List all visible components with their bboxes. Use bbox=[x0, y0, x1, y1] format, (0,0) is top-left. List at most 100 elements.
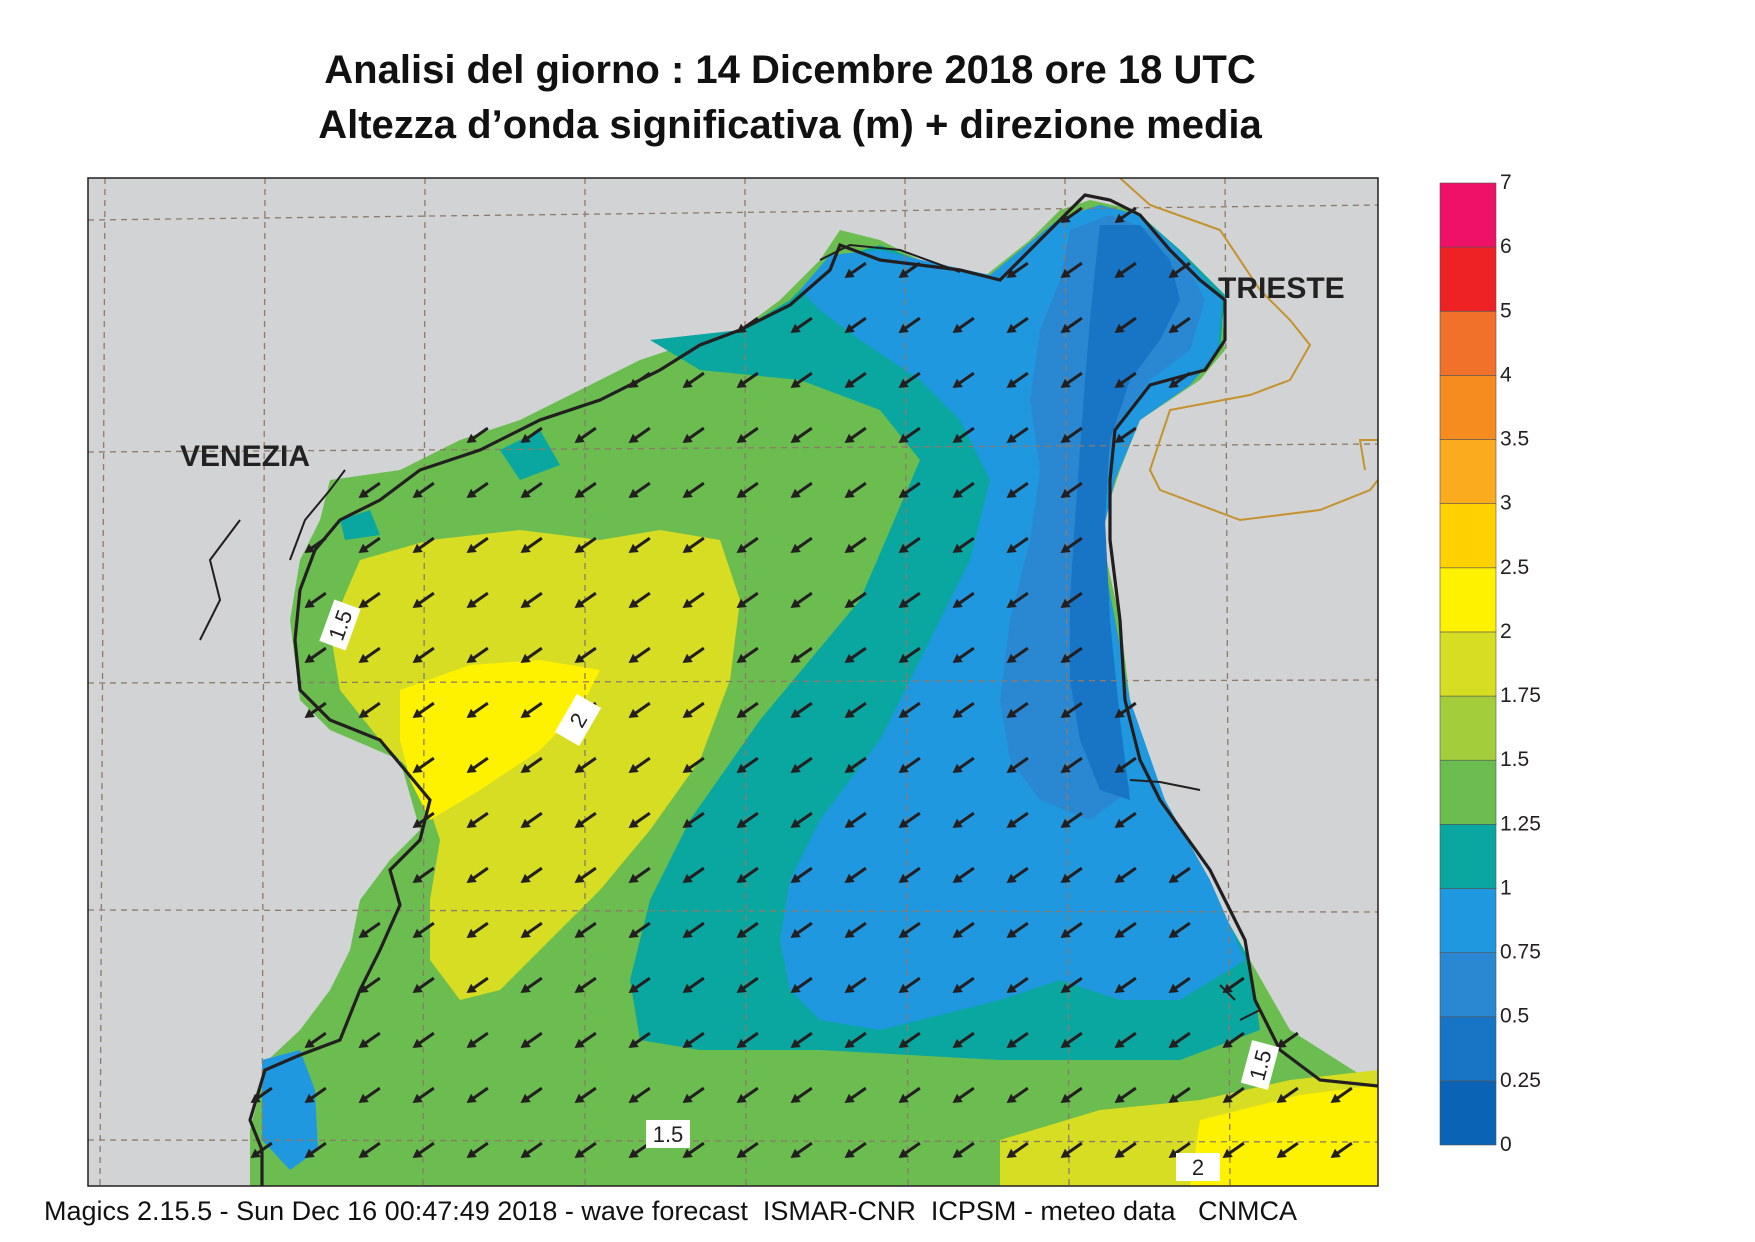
direction-arrow bbox=[520, 811, 543, 829]
legend-color-boxes bbox=[1439, 182, 1497, 1146]
legend-label-0: 0 bbox=[1500, 1133, 1512, 1156]
contour-band-2-25-southeast bbox=[1190, 1085, 1378, 1186]
direction-arrow bbox=[574, 921, 597, 939]
direction-arrow bbox=[1006, 976, 1029, 994]
direction-arrow bbox=[1006, 261, 1029, 279]
direction-arrow bbox=[1330, 1086, 1353, 1104]
direction-arrow bbox=[1114, 426, 1137, 444]
direction-arrow bbox=[412, 756, 435, 774]
map-title-line2: Altezza d’onda significativa (m) + direz… bbox=[318, 103, 1262, 147]
direction-arrow bbox=[844, 1086, 867, 1104]
direction-arrow bbox=[1276, 1141, 1299, 1159]
direction-arrow bbox=[1006, 756, 1029, 774]
direction-arrow bbox=[1006, 1086, 1029, 1104]
direction-arrow bbox=[952, 921, 975, 939]
direction-arrow bbox=[682, 1141, 705, 1159]
direction-arrow bbox=[304, 1086, 327, 1104]
contour-band-05-075 bbox=[1000, 215, 1205, 820]
direction-arrow bbox=[412, 1141, 435, 1159]
contour-band-2-25 bbox=[400, 660, 600, 820]
direction-arrow bbox=[574, 646, 597, 664]
direction-arrow bbox=[1114, 261, 1137, 279]
direction-arrow bbox=[1168, 921, 1191, 939]
direction-arrow bbox=[628, 921, 651, 939]
direction-arrow bbox=[952, 316, 975, 334]
contour-labels: 1.521.51.52 bbox=[319, 599, 1280, 1181]
direction-arrow bbox=[466, 1141, 489, 1159]
direction-arrow bbox=[790, 536, 813, 554]
direction-arrow bbox=[898, 976, 921, 994]
direction-arrow bbox=[520, 536, 543, 554]
direction-arrow bbox=[844, 536, 867, 554]
direction-arrow bbox=[898, 426, 921, 444]
direction-arrow bbox=[1168, 371, 1191, 389]
direction-arrow bbox=[682, 646, 705, 664]
direction-arrow bbox=[952, 371, 975, 389]
direction-arrow bbox=[1276, 1086, 1299, 1104]
direction-arrow bbox=[790, 866, 813, 884]
direction-arrow bbox=[844, 591, 867, 609]
direction-arrow bbox=[412, 1086, 435, 1104]
direction-arrow bbox=[304, 536, 327, 554]
direction-arrow bbox=[1060, 1031, 1083, 1049]
legend-box-8 bbox=[1439, 567, 1497, 633]
direction-arrow bbox=[736, 1031, 759, 1049]
national-border bbox=[1119, 178, 1378, 522]
direction-arrow bbox=[520, 1086, 543, 1104]
direction-arrow bbox=[466, 921, 489, 939]
direction-arrow bbox=[898, 866, 921, 884]
legend-label-8: 2 bbox=[1500, 620, 1512, 643]
direction-arrow bbox=[1114, 866, 1137, 884]
direction-arrow bbox=[1060, 701, 1083, 719]
direction-arrow bbox=[628, 646, 651, 664]
legend-box-12 bbox=[1439, 310, 1497, 376]
direction-arrow bbox=[1006, 1141, 1029, 1159]
direction-arrow bbox=[736, 481, 759, 499]
legend-label-4: 1 bbox=[1500, 876, 1512, 899]
direction-arrow bbox=[682, 591, 705, 609]
direction-arrow bbox=[1060, 811, 1083, 829]
direction-arrow bbox=[304, 701, 327, 719]
direction-arrow bbox=[1060, 426, 1083, 444]
direction-arrow bbox=[736, 316, 759, 334]
direction-arrow bbox=[844, 1031, 867, 1049]
direction-arrow bbox=[412, 481, 435, 499]
legend-label-3: 0.75 bbox=[1500, 941, 1541, 964]
direction-arrow bbox=[1060, 866, 1083, 884]
direction-arrow bbox=[1060, 591, 1083, 609]
direction-arrow bbox=[1006, 646, 1029, 664]
direction-arrow bbox=[682, 1031, 705, 1049]
direction-arrow bbox=[358, 921, 381, 939]
direction-arrow bbox=[898, 591, 921, 609]
direction-arrow bbox=[682, 426, 705, 444]
svg-text:2: 2 bbox=[1192, 1155, 1204, 1180]
direction-arrow bbox=[466, 481, 489, 499]
direction-arrow bbox=[898, 921, 921, 939]
direction-arrow bbox=[574, 976, 597, 994]
direction-arrow bbox=[1222, 1031, 1245, 1049]
direction-arrow bbox=[628, 536, 651, 554]
direction-arrow bbox=[682, 371, 705, 389]
direction-arrow bbox=[520, 646, 543, 664]
direction-arrow bbox=[628, 1086, 651, 1104]
direction-arrow bbox=[736, 756, 759, 774]
legend-label-11: 3.5 bbox=[1500, 428, 1529, 451]
direction-arrow bbox=[628, 1031, 651, 1049]
direction-arrow bbox=[574, 1086, 597, 1104]
direction-arrow bbox=[304, 591, 327, 609]
contour-label-2: 1.5 bbox=[646, 1120, 690, 1148]
direction-arrow bbox=[790, 316, 813, 334]
legend-box-7 bbox=[1439, 631, 1497, 697]
direction-arrow bbox=[736, 976, 759, 994]
direction-arrow bbox=[1006, 316, 1029, 334]
direction-arrow bbox=[412, 1031, 435, 1049]
direction-arrow bbox=[574, 756, 597, 774]
direction-arrow bbox=[1114, 371, 1137, 389]
direction-arrow bbox=[844, 701, 867, 719]
direction-arrow bbox=[898, 1086, 921, 1104]
direction-arrow bbox=[1006, 371, 1029, 389]
direction-arrow bbox=[358, 536, 381, 554]
legend-box-4 bbox=[1439, 824, 1497, 889]
direction-arrow bbox=[1114, 1086, 1137, 1104]
